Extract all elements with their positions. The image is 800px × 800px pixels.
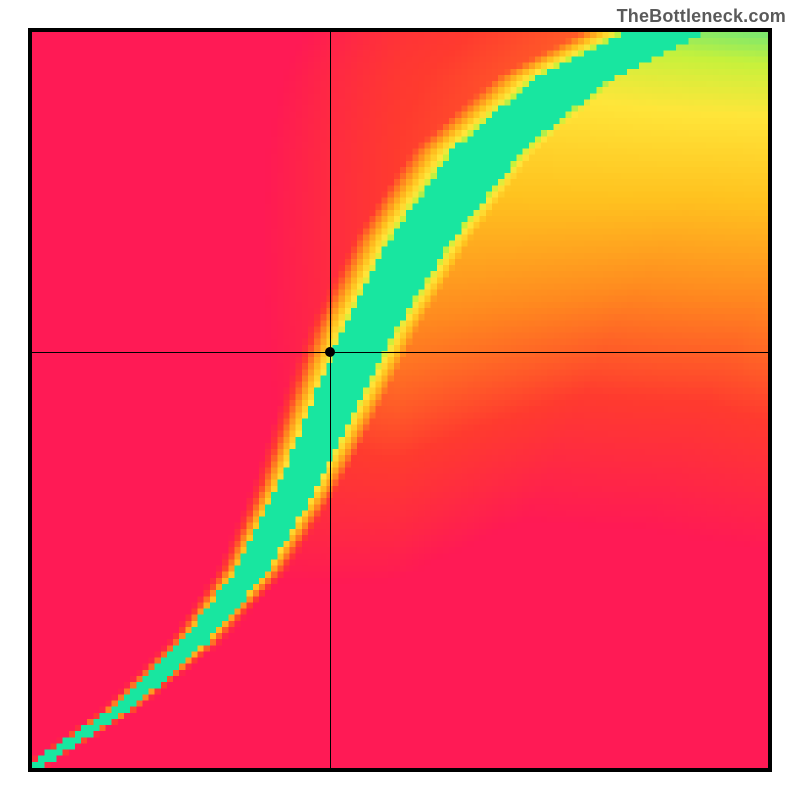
crosshair-vertical: [330, 32, 331, 768]
crosshair-horizontal: [32, 352, 768, 353]
heatmap-canvas: [32, 32, 768, 768]
chart-container: TheBottleneck.com: [0, 0, 800, 800]
watermark-text: TheBottleneck.com: [617, 6, 786, 27]
selection-marker: [325, 347, 335, 357]
